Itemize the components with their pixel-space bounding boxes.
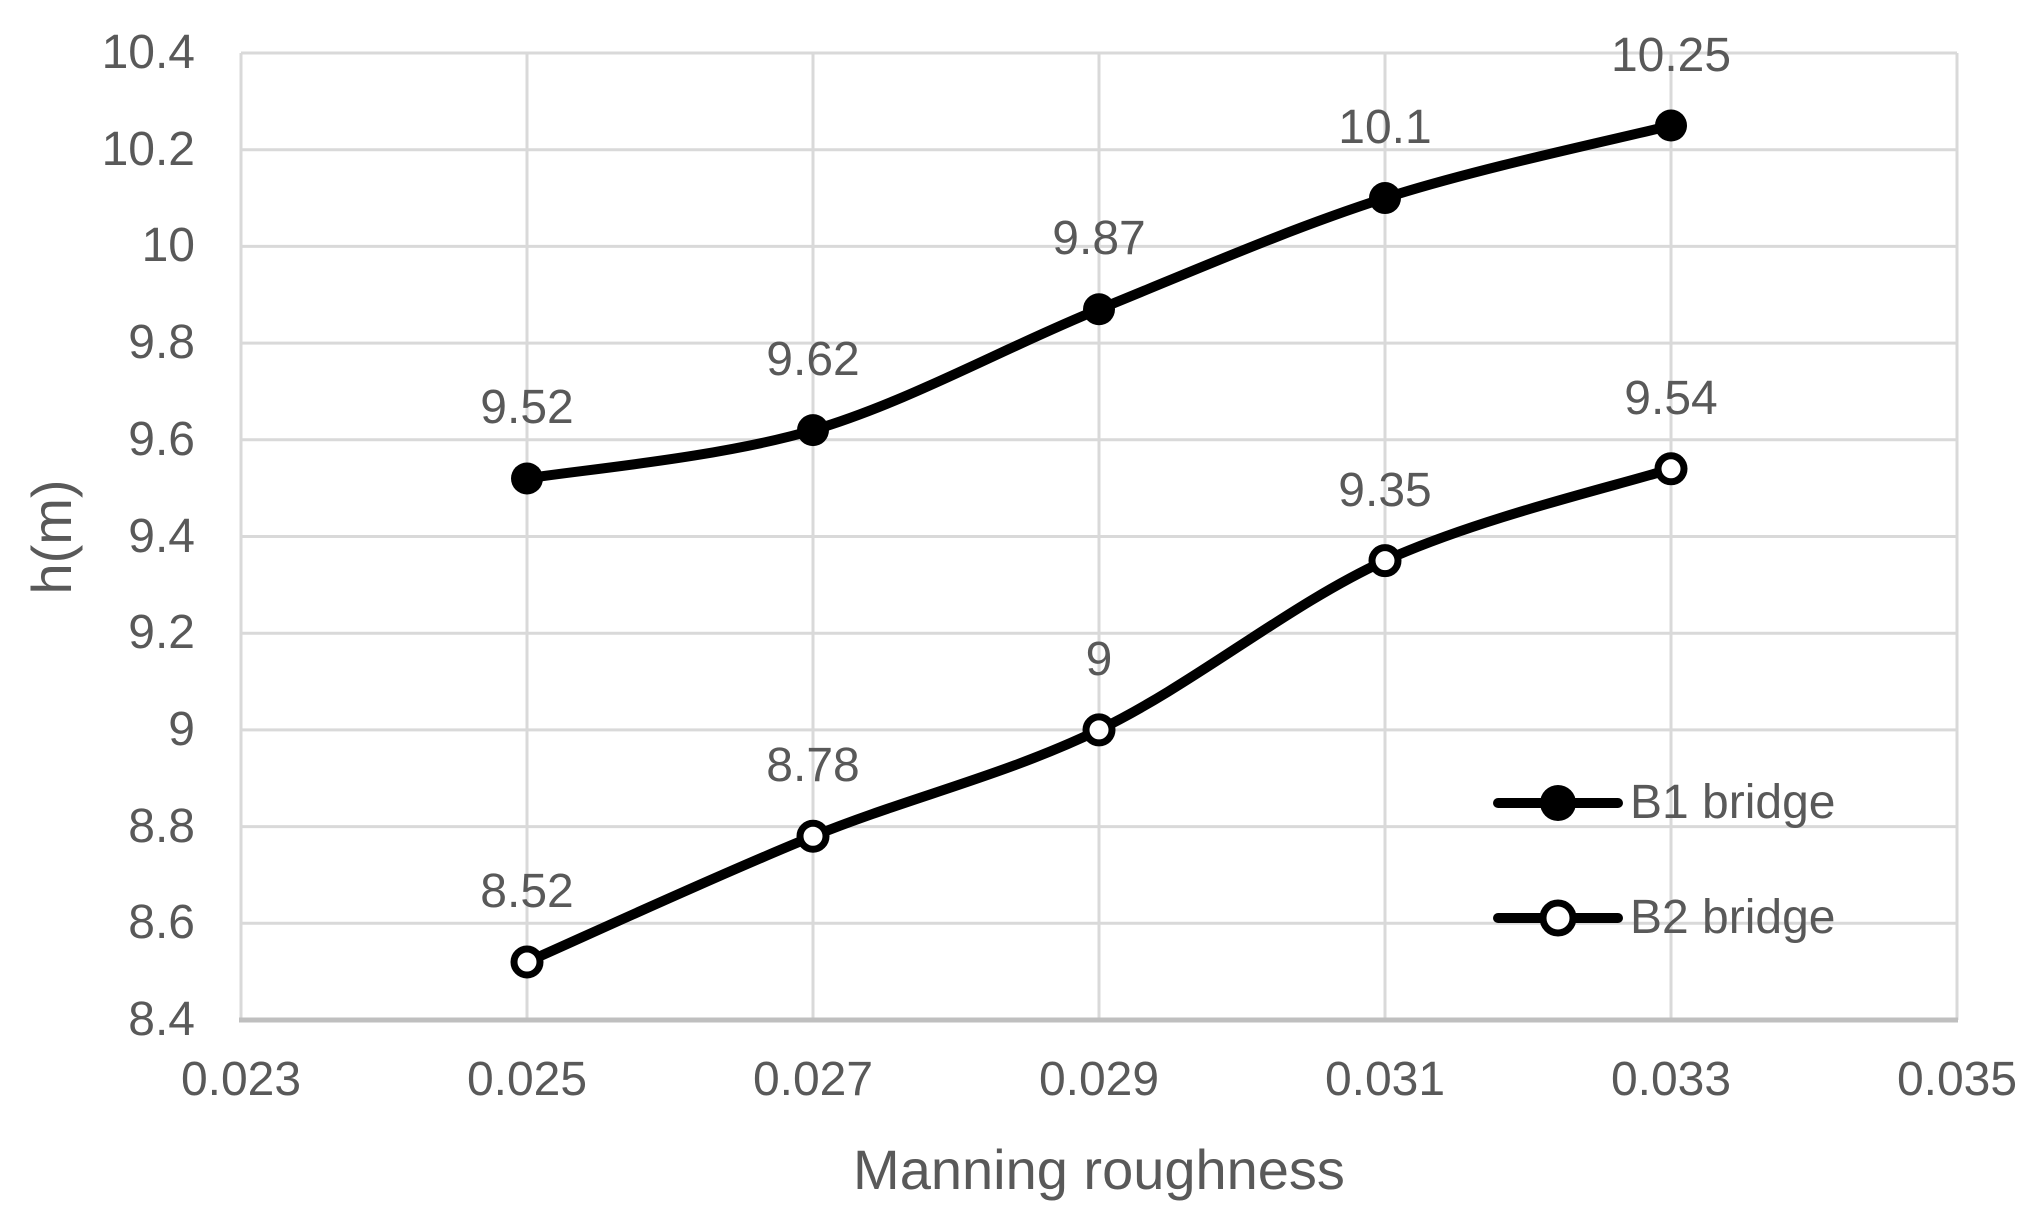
legend-label-b1-bridge: B1 bridge [1630, 776, 1836, 829]
data-point-filled-circle [1369, 182, 1401, 215]
y-tick-label: 9.8 [128, 316, 195, 370]
data-point-label: 9.35 [1338, 463, 1432, 517]
y-tick-label: 9.2 [128, 606, 195, 660]
x-tick-label: 0.023 [180, 1053, 302, 1106]
x-tick-label: 0.027 [752, 1053, 874, 1106]
data-point-filled-circle [1083, 293, 1115, 326]
data-point-label: 10.1 [1338, 101, 1432, 155]
x-axis-title: Manning roughness [853, 1138, 1345, 1201]
legend-label-b2-bridge: B2 bridge [1630, 891, 1836, 944]
data-point-label: 9 [1085, 632, 1113, 686]
y-axis-title: h(m) [20, 479, 83, 595]
data-point-open-circle [1654, 452, 1688, 486]
x-tick-label: 0.033 [1610, 1053, 1732, 1106]
y-tick-label: 8.4 [128, 993, 195, 1046]
y-tick-label: 9.6 [128, 412, 195, 466]
y-tick-label: 10.2 [101, 122, 195, 176]
data-point-label: 10.25 [1610, 28, 1732, 82]
y-tick-label: 9.4 [128, 509, 195, 563]
data-point-open-circle [510, 945, 544, 979]
data-point-open-circle [1368, 544, 1402, 578]
y-tick-label: 8.8 [128, 799, 195, 853]
data-point-label: 9.87 [1052, 212, 1146, 266]
y-tick-label: 10 [141, 219, 195, 273]
data-point-label: 9.62 [766, 333, 860, 387]
data-point-label: 8.78 [766, 739, 860, 793]
data-point-open-circle [796, 819, 830, 853]
y-tick-label: 8.6 [128, 896, 195, 950]
legend-filled-circle-marker-icon [1540, 785, 1576, 821]
data-point-filled-circle [797, 414, 829, 447]
x-tick-label: 0.035 [1896, 1053, 2018, 1106]
data-point-label: 9.54 [1624, 371, 1718, 425]
y-tick-label: 10.4 [101, 26, 195, 79]
x-tick-label: 0.031 [1324, 1053, 1446, 1106]
data-point-filled-circle [511, 462, 543, 495]
y-tick-label: 9 [168, 702, 195, 756]
data-point-open-circle [1082, 713, 1116, 747]
data-point-label: 9.52 [480, 381, 574, 435]
legend-open-circle-marker-icon [1539, 899, 1577, 937]
x-tick-label: 0.029 [1038, 1053, 1160, 1106]
data-point-label: 8.52 [480, 864, 574, 918]
x-tick-label: 0.025 [466, 1053, 588, 1106]
data-point-filled-circle [1655, 109, 1687, 142]
